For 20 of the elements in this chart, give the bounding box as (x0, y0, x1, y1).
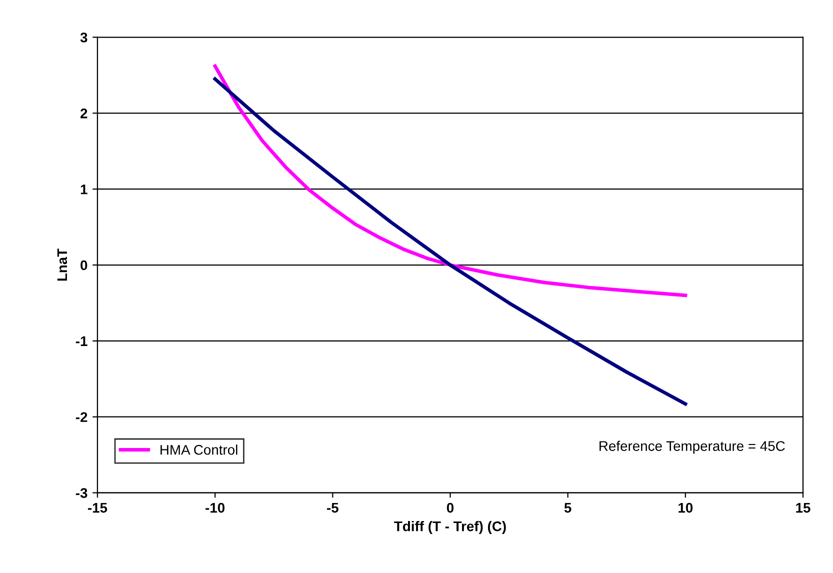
y-tick-label: 3 (80, 32, 88, 42)
x-tick-label: -5 (327, 503, 338, 513)
x-tick-label: 0 (446, 502, 454, 513)
x-axis-title: Tdiff (T - Tref) (C) (394, 521, 506, 534)
line-series (213, 77, 688, 406)
y-tick-label: 2 (80, 108, 88, 118)
y-tick-label: -2 (76, 412, 88, 422)
x-tick-label: 15 (796, 503, 810, 513)
x-tick-label: -10 (206, 502, 225, 513)
y-tick-label: -1 (76, 336, 88, 346)
y-axis-title: LnaT (57, 248, 68, 281)
x-tick-label: 10 (678, 502, 693, 513)
annotation: Reference Temperature = 45C (600, 440, 785, 454)
y-tick-label: 0 (80, 260, 88, 270)
x-tick-label: -15 (88, 503, 108, 513)
x-tick-label: 5 (564, 503, 572, 513)
line-series (213, 64, 688, 298)
legend-label: HMA Control (160, 444, 238, 455)
y-tick-label: -3 (76, 488, 88, 498)
y-tick-label: 1 (80, 184, 88, 194)
